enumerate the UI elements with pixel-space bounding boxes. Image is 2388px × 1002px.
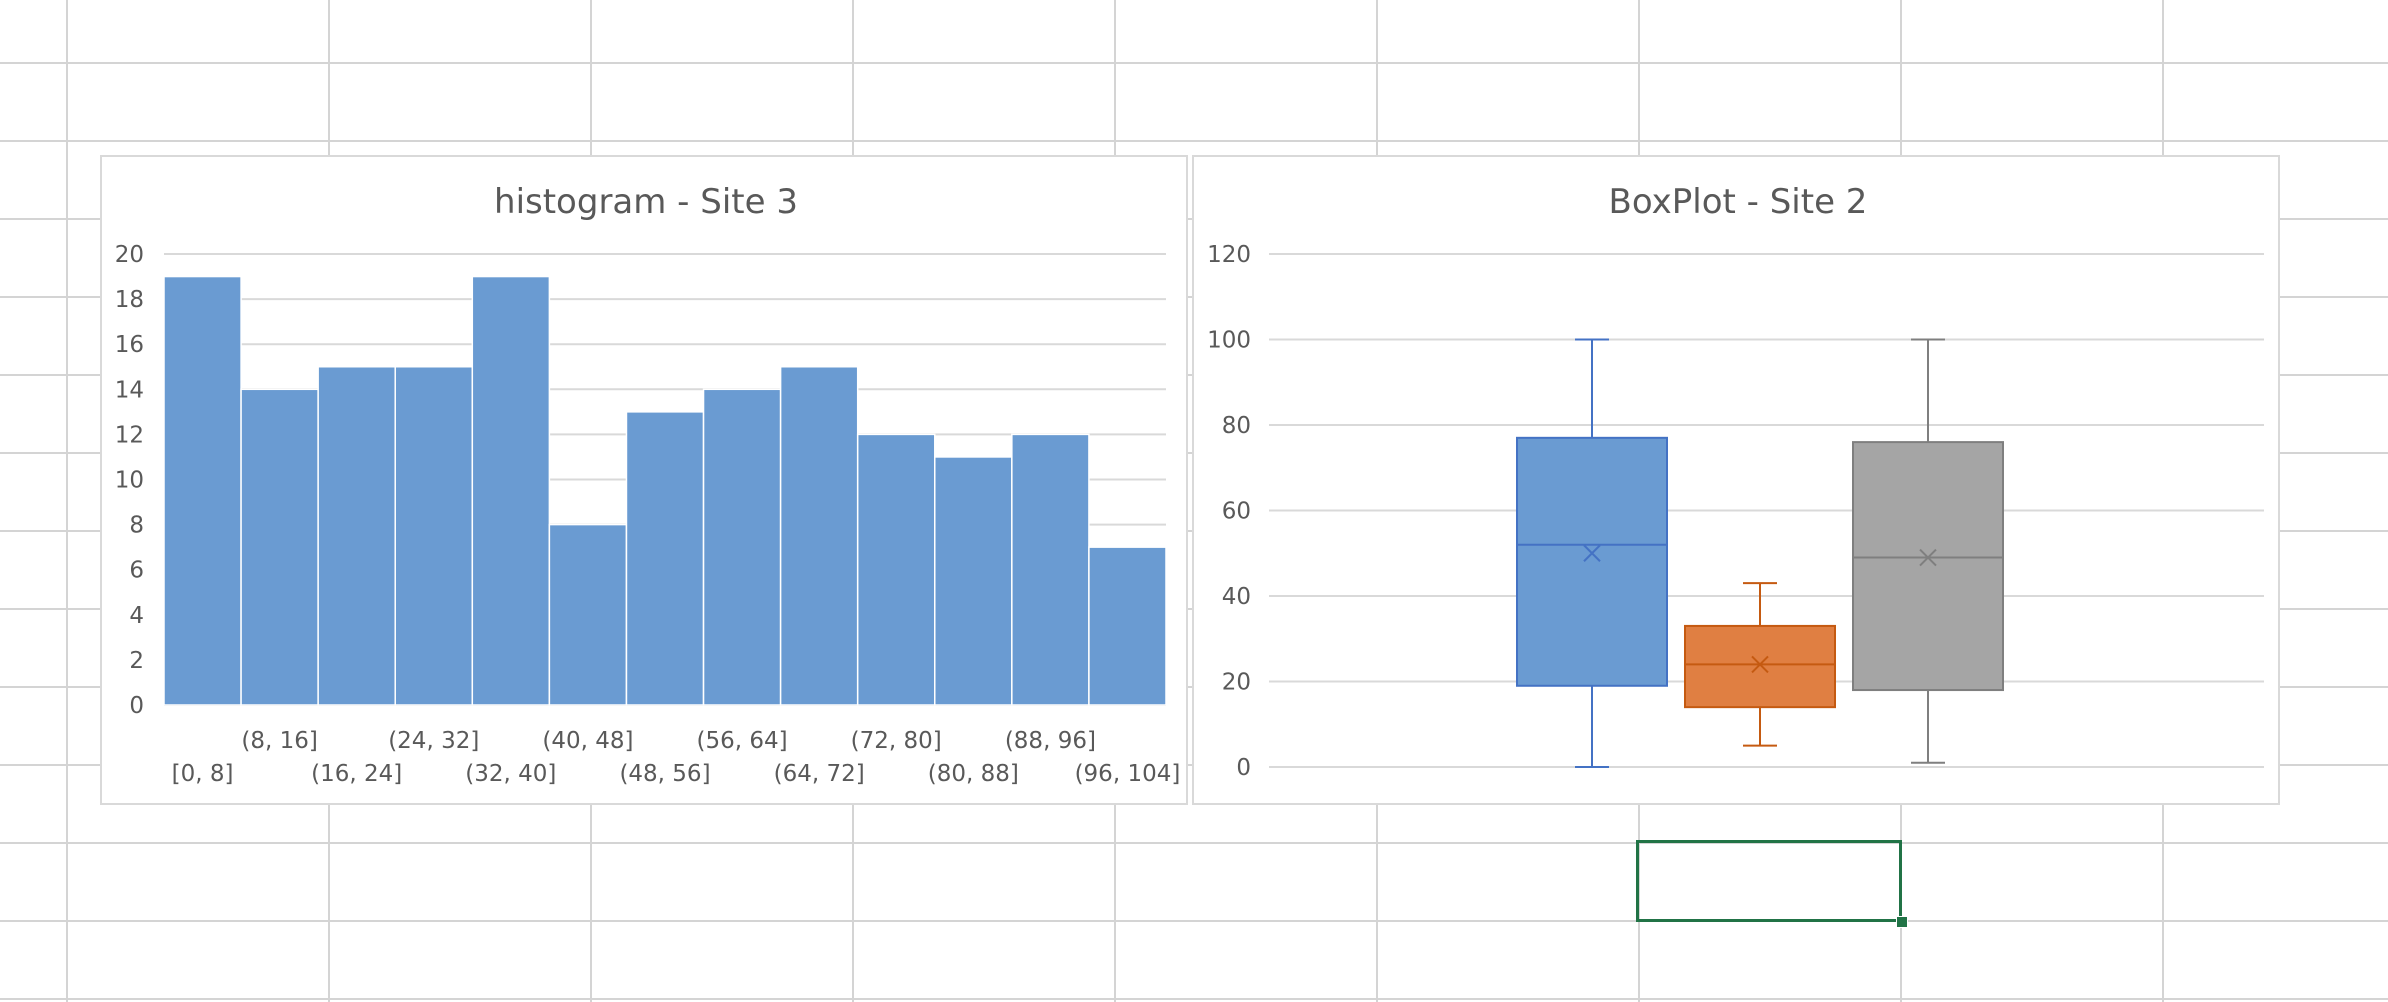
x-tick-label: (40, 48] — [542, 728, 633, 754]
boxplot-chart-svg: BoxPlot - Site 2 0 20 40 60 80 100 120 — [1207, 182, 2264, 781]
y-tick-label: 80 — [1222, 413, 1251, 439]
box-series-2[interactable] — [1684, 582, 1836, 747]
y-tick-label: 14 — [115, 377, 144, 403]
histogram-chart-svg: histogram - Site 3 0 2 4 6 8 10 12 14 16 18 20 [0, … — [115, 182, 1181, 787]
selected-cell[interactable] — [1636, 840, 1902, 922]
x-tick-label: (8, 16] — [241, 728, 317, 754]
box-iqr[interactable] — [1852, 441, 2004, 692]
box-iqr[interactable] — [1516, 436, 1668, 687]
chart-title: histogram - Site 3 — [494, 182, 798, 222]
y-tick-label: 18 — [115, 287, 144, 313]
histogram-bar[interactable] — [856, 433, 936, 706]
histogram-bar[interactable] — [394, 366, 474, 706]
x-tick-label: (88, 96] — [1005, 728, 1096, 754]
y-tick-label: 60 — [1222, 499, 1251, 525]
histogram-bar[interactable] — [625, 411, 705, 706]
box-iqr[interactable] — [1684, 624, 1836, 709]
histogram-bar[interactable] — [779, 366, 859, 706]
y-tick-label: 0 — [1236, 755, 1251, 781]
x-tick-label: [0, 8] — [172, 761, 234, 787]
y-tick-label: 0 — [129, 693, 144, 719]
histogram-bar[interactable] — [471, 275, 551, 706]
y-tick-label: 10 — [115, 468, 144, 494]
y-tick-label: 20 — [1222, 670, 1251, 696]
chart-title: BoxPlot - Site 2 — [1609, 182, 1868, 222]
x-tick-label: (24, 32] — [388, 728, 479, 754]
x-tick-label: (16, 24] — [311, 761, 402, 787]
histogram-bar[interactable] — [934, 456, 1013, 706]
histogram-bar[interactable] — [702, 388, 782, 706]
y-tick-label: 20 — [115, 242, 144, 268]
x-tick-label: (48, 56] — [619, 761, 710, 787]
y-tick-label: 100 — [1207, 328, 1251, 354]
x-tick-label: (72, 80] — [851, 728, 942, 754]
x-tick-label: (56, 64] — [697, 728, 788, 754]
y-tick-label: 16 — [115, 332, 144, 358]
x-tick-label: (80, 88] — [928, 761, 1019, 787]
y-tick-label: 8 — [129, 513, 144, 539]
mean-marker — [1583, 544, 1601, 562]
y-tick-label: 12 — [115, 422, 144, 448]
histogram-bar[interactable] — [240, 388, 319, 706]
fill-handle[interactable] — [1896, 916, 1908, 928]
histogram-bar[interactable] — [163, 275, 242, 706]
boxplot-chart[interactable]: BoxPlot - Site 2 0 20 40 60 80 100 120 — [1192, 155, 2280, 805]
y-tick-label: 120 — [1207, 242, 1251, 268]
x-tick-label: (96, 104] — [1075, 761, 1181, 787]
mean-marker — [1751, 655, 1769, 674]
histogram-bar[interactable] — [548, 523, 628, 706]
y-tick-label: 4 — [129, 603, 144, 629]
x-tick-label: (32, 40] — [465, 761, 556, 787]
y-tick-label: 6 — [129, 558, 144, 584]
box-series-1[interactable] — [1516, 338, 1668, 768]
y-tick-label: 40 — [1222, 584, 1251, 610]
x-tick-label: (64, 72] — [774, 761, 865, 787]
histogram-chart[interactable]: histogram - Site 3 0 2 4 6 8 10 12 14 16 18 20 [0, … — [100, 155, 1188, 805]
histogram-bar[interactable] — [317, 366, 396, 706]
histogram-bar[interactable] — [1088, 546, 1167, 706]
y-tick-label: 2 — [129, 648, 144, 674]
box-series-3[interactable] — [1852, 338, 2004, 764]
mean-marker — [1919, 548, 1937, 567]
histogram-bar[interactable] — [1011, 433, 1090, 706]
